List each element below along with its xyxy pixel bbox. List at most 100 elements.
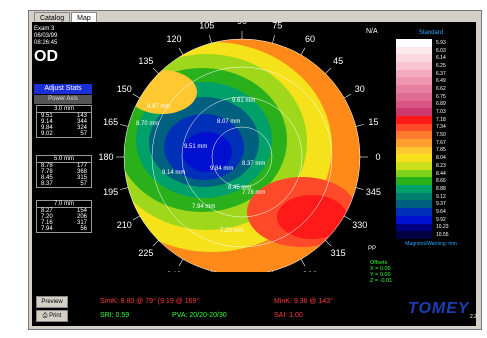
offset-z: Z = -0.01 — [370, 278, 393, 284]
legend-value: 8.88 — [436, 185, 446, 192]
legend-row: 7.18 — [396, 115, 466, 124]
annotation-label: 9.61 mm — [232, 98, 255, 104]
legend-row: 6.03 — [396, 46, 466, 55]
exam-title: Exam 3 — [34, 26, 55, 32]
legend-swatch — [396, 200, 432, 209]
angle-label: 90 — [237, 22, 247, 26]
legend-swatch — [396, 162, 432, 170]
angle-tick — [178, 47, 184, 55]
legend-row: 8.04 — [396, 154, 466, 162]
print-button[interactable]: ⎙ Print — [36, 310, 68, 322]
legend-swatch — [396, 192, 432, 201]
legend-swatch — [396, 39, 432, 47]
tab-catalog[interactable]: Catalog — [34, 12, 71, 23]
angle-label: 225 — [138, 248, 153, 258]
table-row: 7.78 368 — [41, 169, 87, 175]
legend-row: 6.37 — [396, 69, 466, 78]
table-row: 9.14 344 — [41, 119, 87, 125]
angle-tick — [209, 35, 212, 44]
angle-tick — [152, 240, 159, 247]
tomey-logo: TOMEY — [408, 300, 470, 317]
section-3mm: 3.0 mm 9.51 143 9.14 344 9.84 324 9.02 57 — [36, 105, 92, 138]
legend-swatch — [396, 169, 432, 178]
legend-swatch — [396, 92, 432, 101]
legend-value: 9.12 — [436, 193, 446, 200]
legend-value: 8.04 — [436, 155, 446, 162]
pp-label: PP — [368, 246, 377, 252]
legend-row: 6.75 — [396, 92, 466, 101]
annotation-label: 9.14 mm — [162, 170, 185, 176]
angle-label: 330 — [352, 220, 367, 230]
legend-value: 9.37 — [436, 201, 446, 208]
angle-label: 180 — [98, 152, 113, 162]
legend-row: 8.66 — [396, 177, 466, 186]
simk-stat: SimK: 8.80 @ 79° (9.19 @ 169° — [100, 298, 200, 305]
legend-swatch — [396, 146, 432, 155]
legend-row: 8.88 — [396, 185, 466, 193]
color-legend: Standard 5.93 6.03 6.14 6.25 6.37 6.49 6.62 6.7… — [396, 30, 466, 247]
legend-value: 7.85 — [436, 147, 446, 154]
legend-row: 5.93 — [396, 39, 466, 47]
section-7mm: 7.0 mm 8.27 154 7.20 206 7.16 317 7.94 56 — [36, 200, 92, 233]
status-area — [32, 292, 476, 326]
legend-row: 8.44 — [396, 169, 466, 178]
version-label: 2.2 — [470, 314, 477, 320]
angle-tick — [178, 259, 184, 267]
legend-swatch — [396, 215, 432, 224]
preview-button[interactable]: Preview — [36, 296, 68, 308]
legend-swatch — [396, 62, 432, 70]
angle-tick — [152, 67, 159, 74]
table-row: 7.94 56 — [41, 226, 87, 232]
legend-value: 6.14 — [436, 55, 446, 62]
angle-tick — [300, 259, 306, 267]
angle-label: 0 — [375, 152, 380, 162]
printer-icon: ⎙ — [42, 313, 50, 319]
legend-swatch — [396, 223, 432, 232]
annotation-label: 8.07 mm — [217, 119, 240, 125]
angle-tick — [355, 124, 364, 127]
angle-label: 315 — [331, 248, 346, 258]
angle-tick — [355, 187, 364, 190]
tab-map[interactable]: Map — [71, 12, 97, 23]
angle-label: 75 — [272, 22, 282, 31]
legend-swatch — [396, 77, 432, 86]
legend-swatch — [396, 54, 432, 63]
legend-swatch — [396, 177, 432, 186]
angle-label: 240 — [166, 270, 181, 272]
legend-swatch — [396, 131, 432, 139]
annotation-label: 7.78 mm — [242, 190, 265, 196]
angle-labels: 0 15 30 45 60 75 90 105 120 135 150 165 180 195 210 225… — [98, 22, 380, 272]
legend-value: 7.03 — [436, 109, 446, 116]
legend-value: 6.37 — [436, 70, 446, 77]
legend-swatch — [396, 69, 432, 78]
topography-map[interactable]: 0 15 30 45 60 75 90 105 120 135 150 165 180 195 210 225… — [92, 22, 392, 272]
legend-value: 7.18 — [436, 116, 446, 123]
legend-value: 6.75 — [436, 93, 446, 100]
legend-swatch — [396, 115, 432, 124]
legend-title: Standard — [418, 30, 444, 36]
legend-swatch — [396, 185, 432, 193]
offsets: Offsets X = 0.05 Y = 0.00 Z = -0.01 — [370, 260, 392, 284]
table-row: 9.84 324 — [41, 125, 87, 131]
exam-info: Exam 3 06/03/99 08:26:45 OD — [34, 26, 92, 65]
exam-date: 06/03/99 — [34, 33, 58, 39]
angle-tick — [325, 240, 332, 247]
angle-tick — [132, 93, 140, 99]
angle-ticks — [116, 31, 368, 272]
eye-label: OD — [34, 48, 58, 65]
exam-time: 08:26:45 — [34, 40, 58, 46]
angle-tick — [120, 187, 129, 190]
legend-row: 7.50 — [396, 131, 466, 139]
legend-value: 8.44 — [436, 170, 446, 177]
mink-stat: MinK: 9.36 @ 143° — [274, 298, 333, 305]
adjust-stats-button[interactable]: Adjust Stats — [34, 84, 92, 94]
legend-row: 6.49 — [396, 77, 466, 86]
legend-swatch — [396, 85, 432, 93]
legend-swatch — [396, 46, 432, 55]
legend-value: 9.92 — [436, 216, 446, 223]
angle-label: 120 — [166, 34, 181, 44]
legend-row: 7.67 — [396, 138, 466, 147]
legend-footer: Magnons/Warning: mm — [405, 240, 457, 247]
annotation-label: 7.94 mm — [192, 204, 215, 210]
legend-swatch — [396, 231, 432, 239]
